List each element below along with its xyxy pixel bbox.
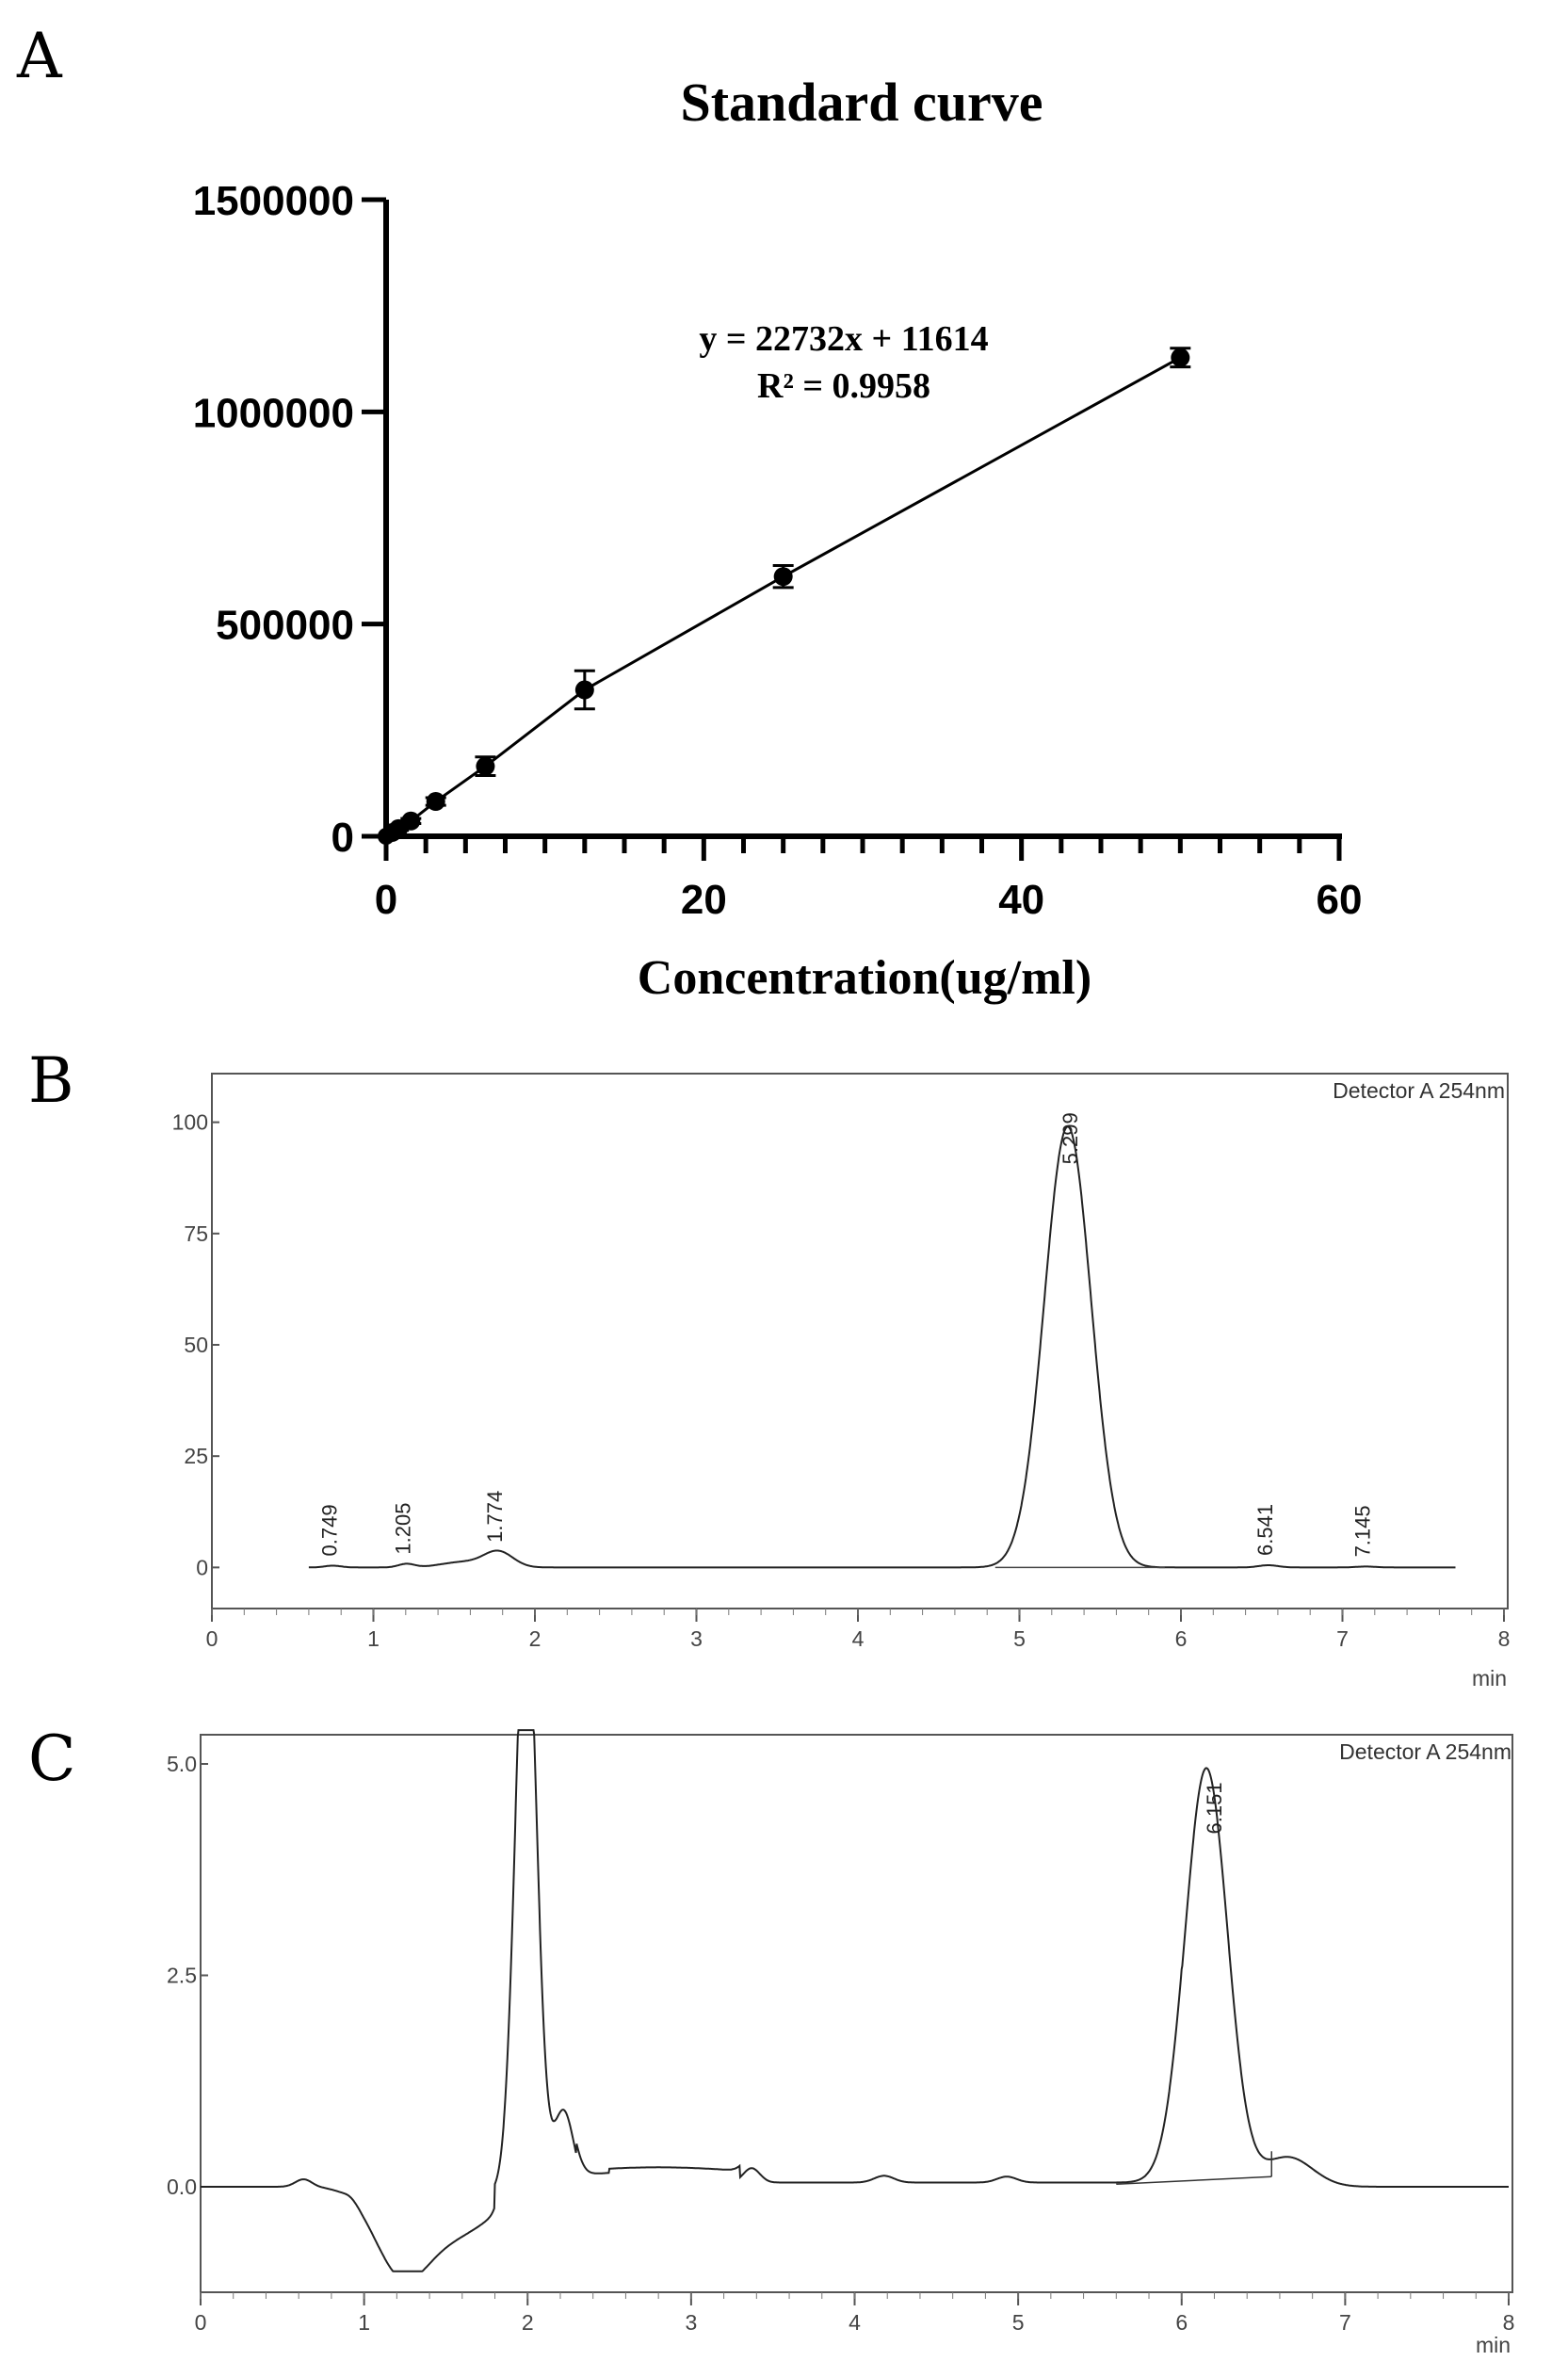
- data-point: [426, 792, 445, 812]
- standard-curve-chart: Standard curve 0 20 40 60 0 500000 1000000 1500…: [193, 72, 1363, 1005]
- chart-a-y-tick-label: 1500000: [193, 178, 354, 224]
- y-tick-label: 25: [184, 1444, 208, 1468]
- chromatogram-trace: [201, 1729, 1509, 2272]
- y-tick-label: 75: [184, 1221, 208, 1246]
- x-tick-label: 2: [529, 1626, 542, 1651]
- chromatogram-b: Detector A 254nm 0 25 50 75 100 0 1 2 3 4 5 6 7 8 0.7…: [172, 1073, 1511, 1690]
- r-squared-annotation: R² = 0.9958: [757, 366, 930, 406]
- panel-label-b: B: [28, 1044, 74, 1117]
- x-tick-label: 6: [1175, 1626, 1188, 1651]
- x-tick-label: 1: [367, 1626, 380, 1651]
- data-point: [773, 567, 793, 587]
- chart-a-y-tick-label: 1000000: [193, 390, 354, 436]
- peak-label: 7.145: [1350, 1505, 1374, 1557]
- chart-c-xlabel: min: [1476, 2333, 1511, 2357]
- x-tick-label: 2: [522, 2310, 534, 2335]
- chart-a-x-tick-label: 40: [998, 877, 1044, 923]
- x-tick-label: 0: [206, 1626, 218, 1651]
- standard-curve-line: [385, 356, 1182, 838]
- chromatogram-trace: [308, 1125, 1456, 1569]
- y-tick-label: 5.0: [167, 1752, 197, 1776]
- chart-c-detector-label: Detector A 254nm: [1339, 1739, 1511, 1764]
- x-tick-label: 8: [1498, 1626, 1511, 1651]
- x-tick-label: 4: [849, 2310, 861, 2335]
- chart-a-x-tick-label: 60: [1317, 877, 1363, 923]
- peak-label: 6.541: [1253, 1504, 1277, 1556]
- x-tick-label: 7: [1339, 2310, 1351, 2335]
- x-tick-label: 1: [358, 2310, 370, 2335]
- chart-a-x-tick-label: 0: [375, 877, 397, 923]
- peak-label: 0.749: [317, 1504, 341, 1556]
- y-tick-label: 2.5: [167, 1964, 197, 1988]
- y-tick-label: 0.0: [167, 2175, 197, 2199]
- data-point: [401, 811, 421, 831]
- chart-a-title: Standard curve: [680, 72, 1043, 133]
- y-tick-label: 0: [196, 1555, 208, 1579]
- chromatogram-c: Detector A 254nm 0.0 2.5 5.0 0 1 2 3 4 5 6 7 8 6.15…: [167, 1729, 1515, 2357]
- x-tick-label: 3: [685, 2310, 697, 2335]
- x-tick-label: 0: [195, 2310, 207, 2335]
- x-tick-label: 8: [1503, 2310, 1515, 2335]
- x-tick-label: 6: [1175, 2310, 1188, 2335]
- peak-label: 1.774: [483, 1491, 507, 1543]
- chart-c-frame: [200, 1734, 1513, 2293]
- chart-a-xlabel: Concentration(ug/ml): [638, 951, 1091, 1005]
- chart-b-xlabel: min: [1472, 1666, 1507, 1690]
- chart-a-y-tick-label: 0: [331, 815, 354, 861]
- peak-label: 5.299: [1059, 1112, 1082, 1164]
- x-tick-label: 4: [852, 1626, 865, 1651]
- data-point: [476, 756, 495, 776]
- x-tick-label: 5: [1012, 2310, 1025, 2335]
- chart-a-y-tick-label: 500000: [216, 603, 354, 649]
- data-point: [1171, 348, 1190, 367]
- panel-label-c: C: [28, 1722, 76, 1795]
- chart-a-x-tick-label: 20: [681, 877, 727, 923]
- peak-label: 1.205: [392, 1503, 415, 1555]
- panel-label-a: A: [16, 20, 63, 92]
- x-tick-label: 5: [1013, 1626, 1026, 1651]
- y-tick-label: 100: [172, 1110, 208, 1135]
- x-tick-label: 3: [690, 1626, 703, 1651]
- equation-annotation: y = 22732x + 11614: [699, 319, 988, 359]
- chart-b-frame: [211, 1073, 1509, 1609]
- chart-b-detector-label: Detector A 254nm: [1333, 1078, 1505, 1103]
- y-tick-label: 50: [184, 1333, 208, 1357]
- peak-baseline: [1116, 2175, 1272, 2186]
- peak-label: 6.151: [1203, 1782, 1226, 1834]
- data-point-origin: [378, 828, 395, 845]
- data-point: [574, 680, 594, 700]
- x-tick-label: 7: [1336, 1626, 1349, 1651]
